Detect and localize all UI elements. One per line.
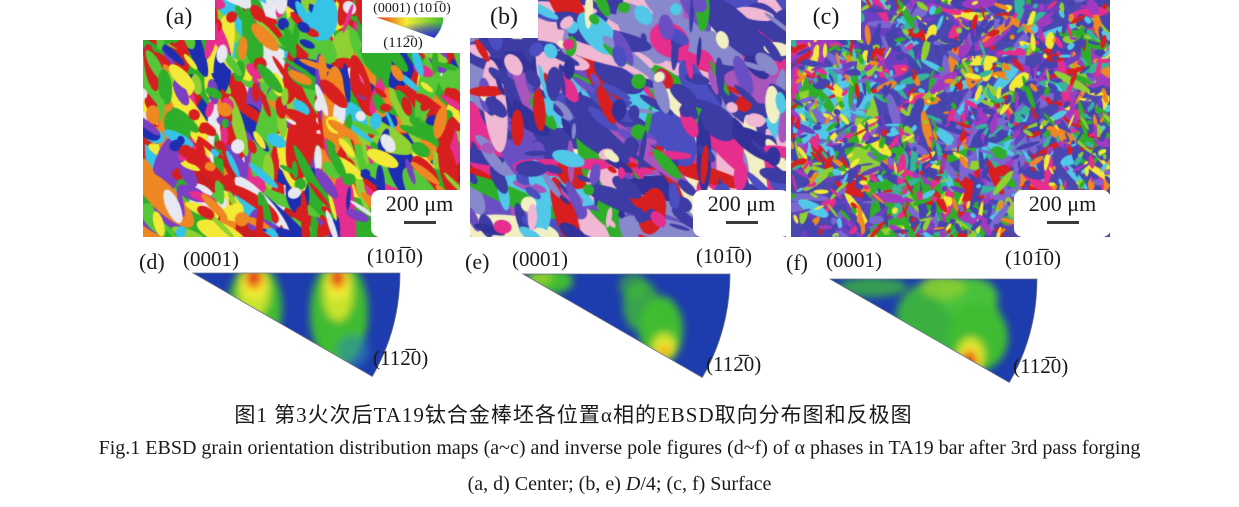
color-key-0001-label: (0001) — [373, 1, 411, 16]
ipf-d-corner-0001: (0001) — [183, 247, 239, 271]
scale-bar-c-line — [1046, 221, 1079, 224]
ipf-color-key: (0001) (101̅0) (112̅0) — [362, 0, 462, 53]
ipf-f-corner-0001: (0001) — [826, 248, 882, 272]
ipf-f-corner-1010: (101̅0) — [1005, 246, 1061, 270]
ipf-f-plot — [828, 278, 1038, 384]
scale-bar-c: 200 μm — [1014, 190, 1111, 237]
panel-label-e: (e) — [465, 249, 490, 274]
caption-sub-italic-d: D — [625, 473, 641, 495]
panel-label-d: (d) — [139, 249, 165, 274]
ipf-d-corner-1120: (112̅0) — [373, 346, 429, 370]
ipf-e-corner-1120: (112̅0) — [706, 352, 762, 376]
scale-bar-a: 200 μm — [371, 190, 468, 237]
color-key-top-labels: (0001) (101̅0) — [362, 0, 462, 17]
panel-label-a: (a) — [143, 0, 215, 40]
panel-label-c: (c) — [791, 0, 861, 40]
color-key-1120-label: (112̅0) — [383, 35, 423, 51]
ipf-e-corner-1010: (101̅0) — [696, 244, 752, 268]
caption-english: Fig.1 EBSD grain orientation distributio… — [98, 437, 1141, 459]
ipf-f-corner-1120: (112̅0) — [1013, 354, 1069, 378]
scale-bar-a-line — [403, 221, 436, 224]
scale-bar-b-label: 200 μm — [707, 191, 776, 216]
caption-sub-post: /4; (c, f) Surface — [640, 473, 772, 495]
scale-bar-b: 200 μm — [693, 190, 790, 237]
caption-chinese: 图1 第3火次后TA19钛合金棒坯各位置α相的EBSD取向分布图和反极图 — [234, 403, 913, 427]
ipf-e-plot — [521, 273, 731, 379]
caption-subpanels: (a, d) Center; (b, e) D/4; (c, f) Surfac… — [0, 473, 1239, 496]
scale-bar-c-label: 200 μm — [1028, 191, 1097, 216]
panel-label-b: (b) — [470, 0, 538, 38]
color-key-1010-label: (101̅0) — [413, 1, 451, 16]
panel-label-f: (f) — [786, 250, 808, 275]
color-key-triangle-icon — [376, 17, 444, 38]
ipf-d-corner-1010: (101̅0) — [367, 244, 423, 268]
scale-bar-b-line — [725, 221, 758, 224]
ipf-d-plot — [191, 272, 401, 378]
caption-sub-pre: (a, d) Center; (b, e) — [467, 473, 626, 495]
ipf-e-corner-0001: (0001) — [512, 247, 568, 271]
scale-bar-a-label: 200 μm — [385, 191, 454, 216]
